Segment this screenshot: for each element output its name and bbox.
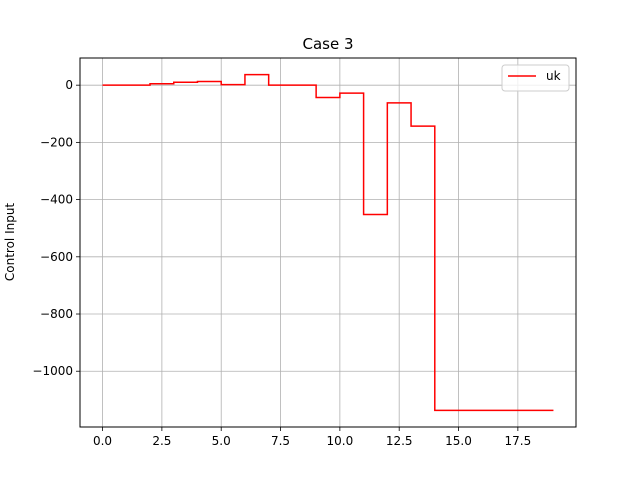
- chart-title: Case 3: [302, 35, 353, 53]
- y-tick-label: −200: [40, 135, 73, 149]
- legend-box: [501, 64, 570, 92]
- x-tick-label: 15.0: [445, 434, 472, 448]
- grid: [80, 58, 576, 427]
- plot-frame: [79, 57, 577, 428]
- x-tick-label: 10.0: [327, 434, 354, 448]
- x-tick-label: 7.5: [271, 434, 290, 448]
- x-tick-label: 0.0: [93, 434, 112, 448]
- legend-label-uk: uk: [546, 69, 561, 83]
- y-tick-label: −400: [40, 193, 73, 207]
- y-tick-label: −1000: [32, 364, 73, 378]
- x-tick-label: 2.5: [152, 434, 171, 448]
- y-axis-label: Control Input: [3, 203, 17, 282]
- series-line-uk: [102, 73, 554, 412]
- legend: uk: [501, 64, 570, 92]
- axis-ticks: 0.0 2.5 5.0 7.5 10.0 12.5 15.0 17.5 0 −200 −400 −60…: [32, 78, 531, 448]
- x-tick-label: 12.5: [386, 434, 413, 448]
- x-tick-label: 17.5: [504, 434, 531, 448]
- y-tick-label: −800: [40, 307, 73, 321]
- series-layer: [102, 73, 554, 412]
- y-tick-label: 0: [65, 78, 73, 92]
- y-tick-label: −600: [40, 250, 73, 264]
- x-tick-label: 5.0: [212, 434, 231, 448]
